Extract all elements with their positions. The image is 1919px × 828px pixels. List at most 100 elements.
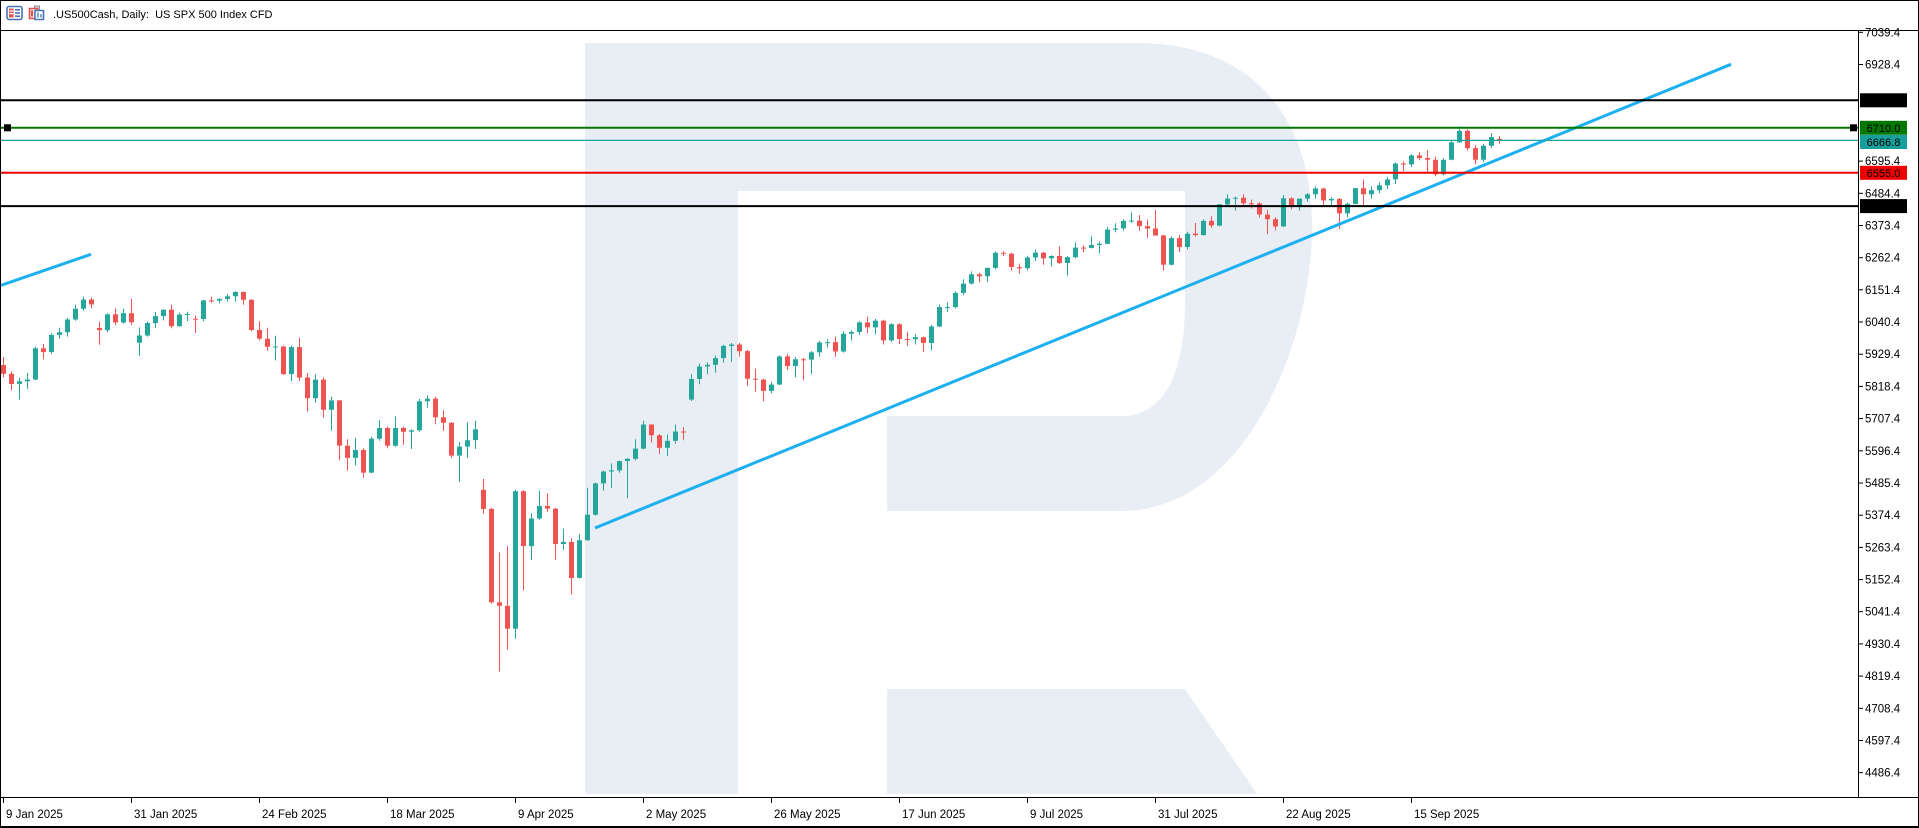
candle-body bbox=[97, 327, 102, 331]
candle-body bbox=[857, 322, 862, 332]
candle-body bbox=[1081, 247, 1086, 249]
candle-body bbox=[745, 351, 750, 379]
symbol-list-icon bbox=[6, 5, 23, 26]
candle-body bbox=[345, 445, 350, 458]
candle-body bbox=[1049, 256, 1054, 259]
candle-body bbox=[1113, 228, 1118, 230]
candle-body bbox=[593, 483, 598, 515]
candle-body bbox=[321, 379, 326, 410]
candle-body bbox=[769, 384, 774, 391]
candle-body bbox=[833, 342, 838, 352]
candle-body bbox=[1, 365, 6, 374]
candle-body bbox=[1089, 245, 1094, 248]
candle-body bbox=[1265, 214, 1270, 220]
candle-body bbox=[457, 446, 462, 456]
candle-body bbox=[1041, 252, 1046, 259]
candle-body bbox=[913, 337, 918, 340]
candle-body bbox=[193, 318, 198, 320]
candle-body bbox=[1369, 190, 1374, 195]
candle-body bbox=[425, 398, 430, 402]
candle-body bbox=[161, 309, 166, 317]
candle-body bbox=[1417, 155, 1422, 158]
candle-body bbox=[249, 299, 254, 330]
candle-body bbox=[961, 283, 966, 293]
date-label: 17 Jun 2025 bbox=[902, 809, 965, 821]
candle-body bbox=[73, 308, 78, 320]
candle-body bbox=[329, 400, 334, 410]
candle-body bbox=[361, 450, 366, 473]
candle-body bbox=[1257, 203, 1262, 215]
candle-body bbox=[921, 337, 926, 343]
candle-body bbox=[297, 347, 302, 378]
candles-layer bbox=[1, 126, 1502, 672]
candle-body bbox=[825, 342, 830, 344]
candle-body bbox=[265, 338, 270, 347]
candle-body bbox=[241, 292, 246, 300]
candle-body bbox=[1329, 198, 1334, 201]
trendline-left-segment[interactable] bbox=[1, 252, 92, 287]
candle-body bbox=[1177, 238, 1182, 248]
candle-body bbox=[937, 307, 942, 327]
price-tick-label: 6373.4 bbox=[1865, 221, 1901, 233]
date-label: 2 May 2025 bbox=[646, 809, 706, 821]
candle-body bbox=[697, 366, 702, 379]
hline-selection-marker[interactable] bbox=[4, 124, 11, 132]
candle-body bbox=[649, 424, 654, 436]
candle-body bbox=[33, 348, 38, 380]
candle-body bbox=[113, 314, 118, 323]
date-label: 22 Aug 2025 bbox=[1286, 809, 1351, 821]
candle-body bbox=[577, 540, 582, 578]
candle-body bbox=[1305, 194, 1310, 199]
candle-body bbox=[729, 344, 734, 346]
candle-body bbox=[1185, 233, 1190, 247]
candle-body bbox=[497, 602, 502, 606]
candle-body bbox=[1065, 257, 1070, 263]
candle-body bbox=[1457, 130, 1462, 143]
candle-body bbox=[625, 458, 630, 461]
candle-body bbox=[705, 364, 710, 367]
candle-body bbox=[465, 440, 470, 447]
ascending-trendline[interactable] bbox=[594, 62, 1732, 530]
candle-body bbox=[489, 508, 494, 603]
date-label: 9 Apr 2025 bbox=[518, 809, 574, 821]
hline-selection-marker[interactable] bbox=[1850, 124, 1857, 132]
candle-body bbox=[1161, 235, 1166, 265]
candle-body bbox=[281, 346, 286, 375]
candle-body bbox=[753, 378, 758, 380]
candle-body bbox=[17, 381, 22, 384]
candle-body bbox=[929, 326, 934, 343]
candle-body bbox=[337, 400, 342, 446]
date-label: 31 Jan 2025 bbox=[134, 809, 197, 821]
candle-body bbox=[1017, 267, 1022, 269]
candle-body bbox=[377, 428, 382, 439]
price-tick-label: 5707.4 bbox=[1865, 414, 1901, 426]
price-level-badge-6555.0 bbox=[1860, 165, 1907, 180]
candle-body bbox=[785, 356, 790, 366]
candle-body bbox=[441, 417, 446, 423]
candle-body bbox=[289, 347, 294, 375]
price-tick-label: 4486.4 bbox=[1865, 768, 1901, 780]
candle-body bbox=[1249, 203, 1254, 205]
candle-body bbox=[209, 300, 214, 302]
price-tick-label: 5152.4 bbox=[1865, 575, 1901, 587]
candle-body bbox=[513, 491, 518, 629]
roboforex-watermark-r bbox=[585, 43, 1312, 794]
candle-body bbox=[817, 342, 822, 353]
candle-body bbox=[969, 274, 974, 284]
candle-body bbox=[1153, 228, 1158, 236]
price-tick-label: 6484.4 bbox=[1865, 188, 1901, 200]
candle-body bbox=[1353, 188, 1358, 204]
price-level-badge-6440.0-label: 6440.0 bbox=[1867, 201, 1901, 213]
candle-body bbox=[41, 348, 46, 353]
candle-body bbox=[1217, 204, 1222, 226]
candle-body bbox=[529, 518, 534, 547]
candle-body bbox=[185, 314, 190, 315]
candle-body bbox=[273, 346, 278, 348]
candle-body bbox=[905, 339, 910, 340]
candle-body bbox=[401, 428, 406, 432]
candle-body bbox=[681, 431, 686, 433]
candle-body bbox=[721, 345, 726, 359]
candle-body bbox=[809, 352, 814, 360]
candle-body bbox=[993, 252, 998, 268]
